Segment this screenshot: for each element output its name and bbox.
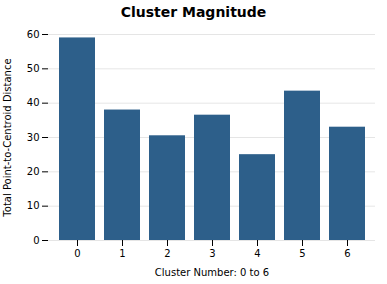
svg-text:10: 10	[27, 200, 40, 211]
svg-text:0: 0	[33, 235, 39, 246]
svg-text:30: 30	[27, 132, 40, 143]
svg-text:4: 4	[254, 248, 260, 259]
svg-text:1: 1	[119, 248, 125, 259]
svg-text:6: 6	[344, 248, 350, 259]
svg-text:2: 2	[164, 248, 170, 259]
svg-text:20: 20	[27, 166, 40, 177]
html-text:Cluster Magnitude: Cluster Magnitude	[120, 4, 267, 20]
svg-text:Total Point-to-Centroid Distan: Total Point-to-Centroid Distance	[2, 58, 13, 217]
svg-text:40: 40	[27, 97, 40, 108]
svg-text:60: 60	[27, 29, 40, 40]
svg-text:0: 0	[74, 248, 80, 259]
svg-text:3: 3	[209, 248, 215, 259]
svg-text:50: 50	[27, 63, 40, 74]
svg-text:5: 5	[299, 248, 305, 259]
svg-text:Cluster Number: 0 to 6: Cluster Number: 0 to 6	[155, 267, 269, 278]
